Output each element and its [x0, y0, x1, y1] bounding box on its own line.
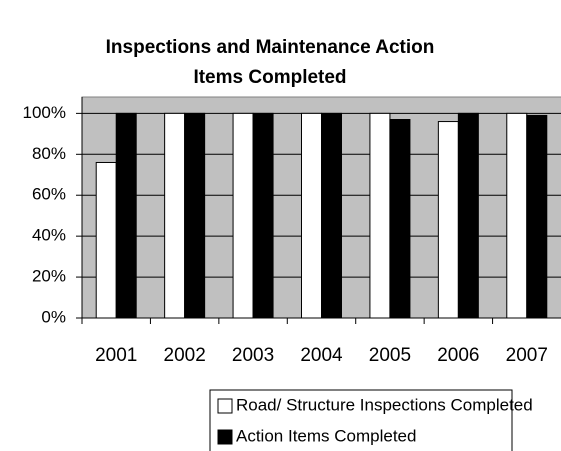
bar: [164, 112, 186, 319]
bar: [95, 161, 117, 319]
legend-box: [209, 389, 513, 451]
bar: [437, 121, 459, 319]
bar: [232, 112, 254, 319]
x-tick-label: 2004: [300, 345, 343, 366]
legend-swatch: [217, 429, 233, 445]
y-tick-label: 40%: [32, 226, 66, 245]
y-tick-label: 80%: [32, 144, 66, 163]
y-tick-label: 0%: [41, 307, 66, 326]
x-tick-label: 2006: [437, 345, 479, 366]
bar: [252, 112, 274, 319]
y-tick-label: 100%: [23, 103, 66, 122]
y-tick-label: 20%: [32, 267, 66, 286]
bar: [389, 119, 411, 319]
bar: [457, 112, 479, 319]
bar: [526, 114, 548, 319]
chart-title: Inspections and Maintenance Action Items…: [105, 37, 435, 88]
x-tick-label: 2005: [369, 345, 411, 366]
x-tick-label: 2001: [95, 345, 137, 366]
legend-label: Action Items Completed: [236, 426, 416, 445]
bar: [115, 112, 137, 319]
x-tick-label: 2003: [232, 345, 274, 366]
legend-swatch: [217, 398, 233, 414]
bar: [301, 112, 322, 319]
y-tick-label: 60%: [32, 185, 66, 204]
bar: [321, 112, 342, 319]
bar: [184, 112, 206, 319]
x-tick-label: 2007: [506, 345, 548, 366]
bar: [506, 112, 528, 319]
x-tick-label: 2002: [164, 345, 206, 366]
legend-label: Road/ Structure Inspections Completed: [236, 395, 533, 414]
bar: [369, 112, 391, 319]
